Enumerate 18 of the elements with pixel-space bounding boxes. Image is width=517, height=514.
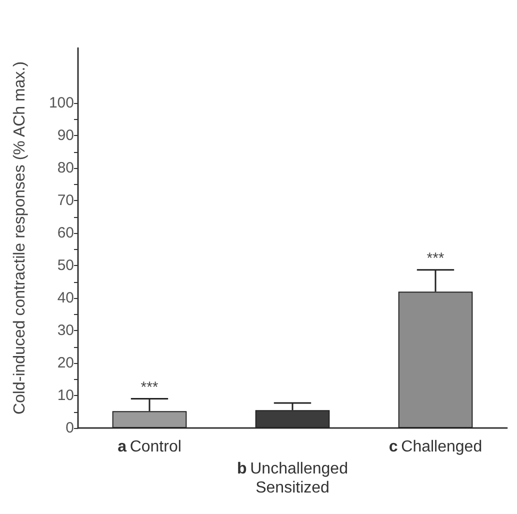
y-tick-label: 40 [57, 290, 74, 307]
x-tick-label: c Challenged [388, 438, 482, 456]
y-tick-label: 10 [57, 387, 74, 404]
y-tick-label: 30 [57, 322, 74, 340]
x-tick-label: a Control [118, 438, 182, 456]
y-tick-label: 60 [57, 224, 74, 242]
y-tick-label: 90 [57, 127, 74, 144]
x-tick-label: b Unchallenged [237, 460, 348, 478]
y-tick-label: 100 [48, 94, 74, 112]
y-tick-label: 70 [57, 192, 74, 210]
y-tick-label: 20 [57, 354, 74, 372]
annotation: *** [140, 378, 158, 396]
y-tick-label: 80 [57, 160, 74, 177]
y-tick-label: 0 [66, 420, 74, 436]
y-axis-title: Cold-induced contractile responses (% ACh max.) [12, 61, 28, 415]
annotation: *** [426, 250, 444, 267]
y-tick-label: 50 [57, 257, 74, 274]
text: Sensitized [256, 480, 330, 496]
